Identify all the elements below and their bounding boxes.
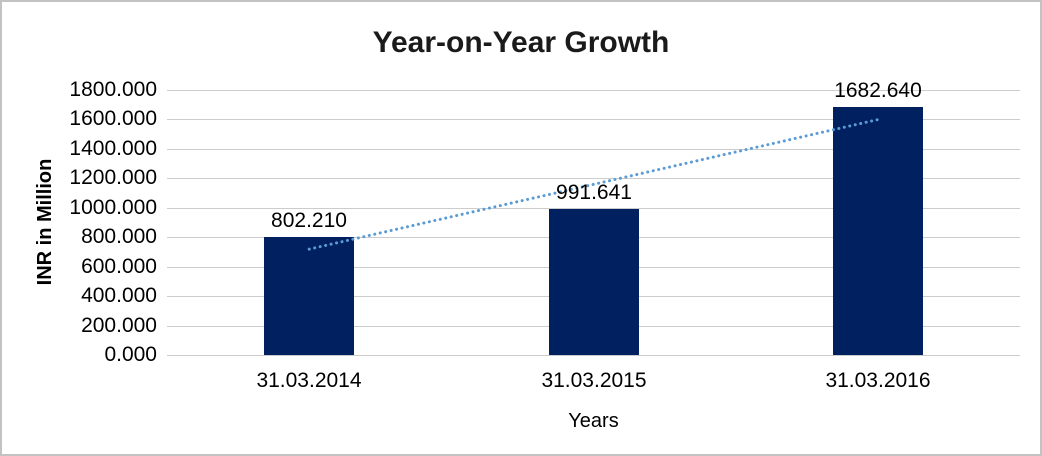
y-tick-label: 800.000 [81,225,157,248]
y-tick-label: 1800.000 [69,78,157,101]
bar-value-label: 1682.640 [834,79,922,102]
gridline [167,355,1020,356]
y-tick-label: 0.000 [104,343,157,366]
y-tick-label: 1000.000 [69,196,157,219]
x-tick-label: 31.03.2014 [256,369,362,392]
y-tick-label: 1400.000 [69,137,157,160]
y-tick-label: 600.000 [81,255,157,278]
bar [264,237,354,355]
x-tick-label: 31.03.2016 [825,369,931,392]
y-tick-label: 1600.000 [69,107,157,130]
y-tick-label: 1200.000 [69,166,157,189]
x-tick-label: 31.03.2015 [541,369,647,392]
gridline [167,90,1020,91]
x-axis-title: Years [568,410,619,432]
bar [833,107,923,355]
bar-value-label: 991.641 [556,181,632,204]
y-tick-label: 400.000 [81,284,157,307]
y-tick-label: 200.000 [81,314,157,337]
chart-title: Year-on-Year Growth [372,26,670,59]
bar-value-label: 802.210 [271,209,347,232]
bar [549,209,639,355]
